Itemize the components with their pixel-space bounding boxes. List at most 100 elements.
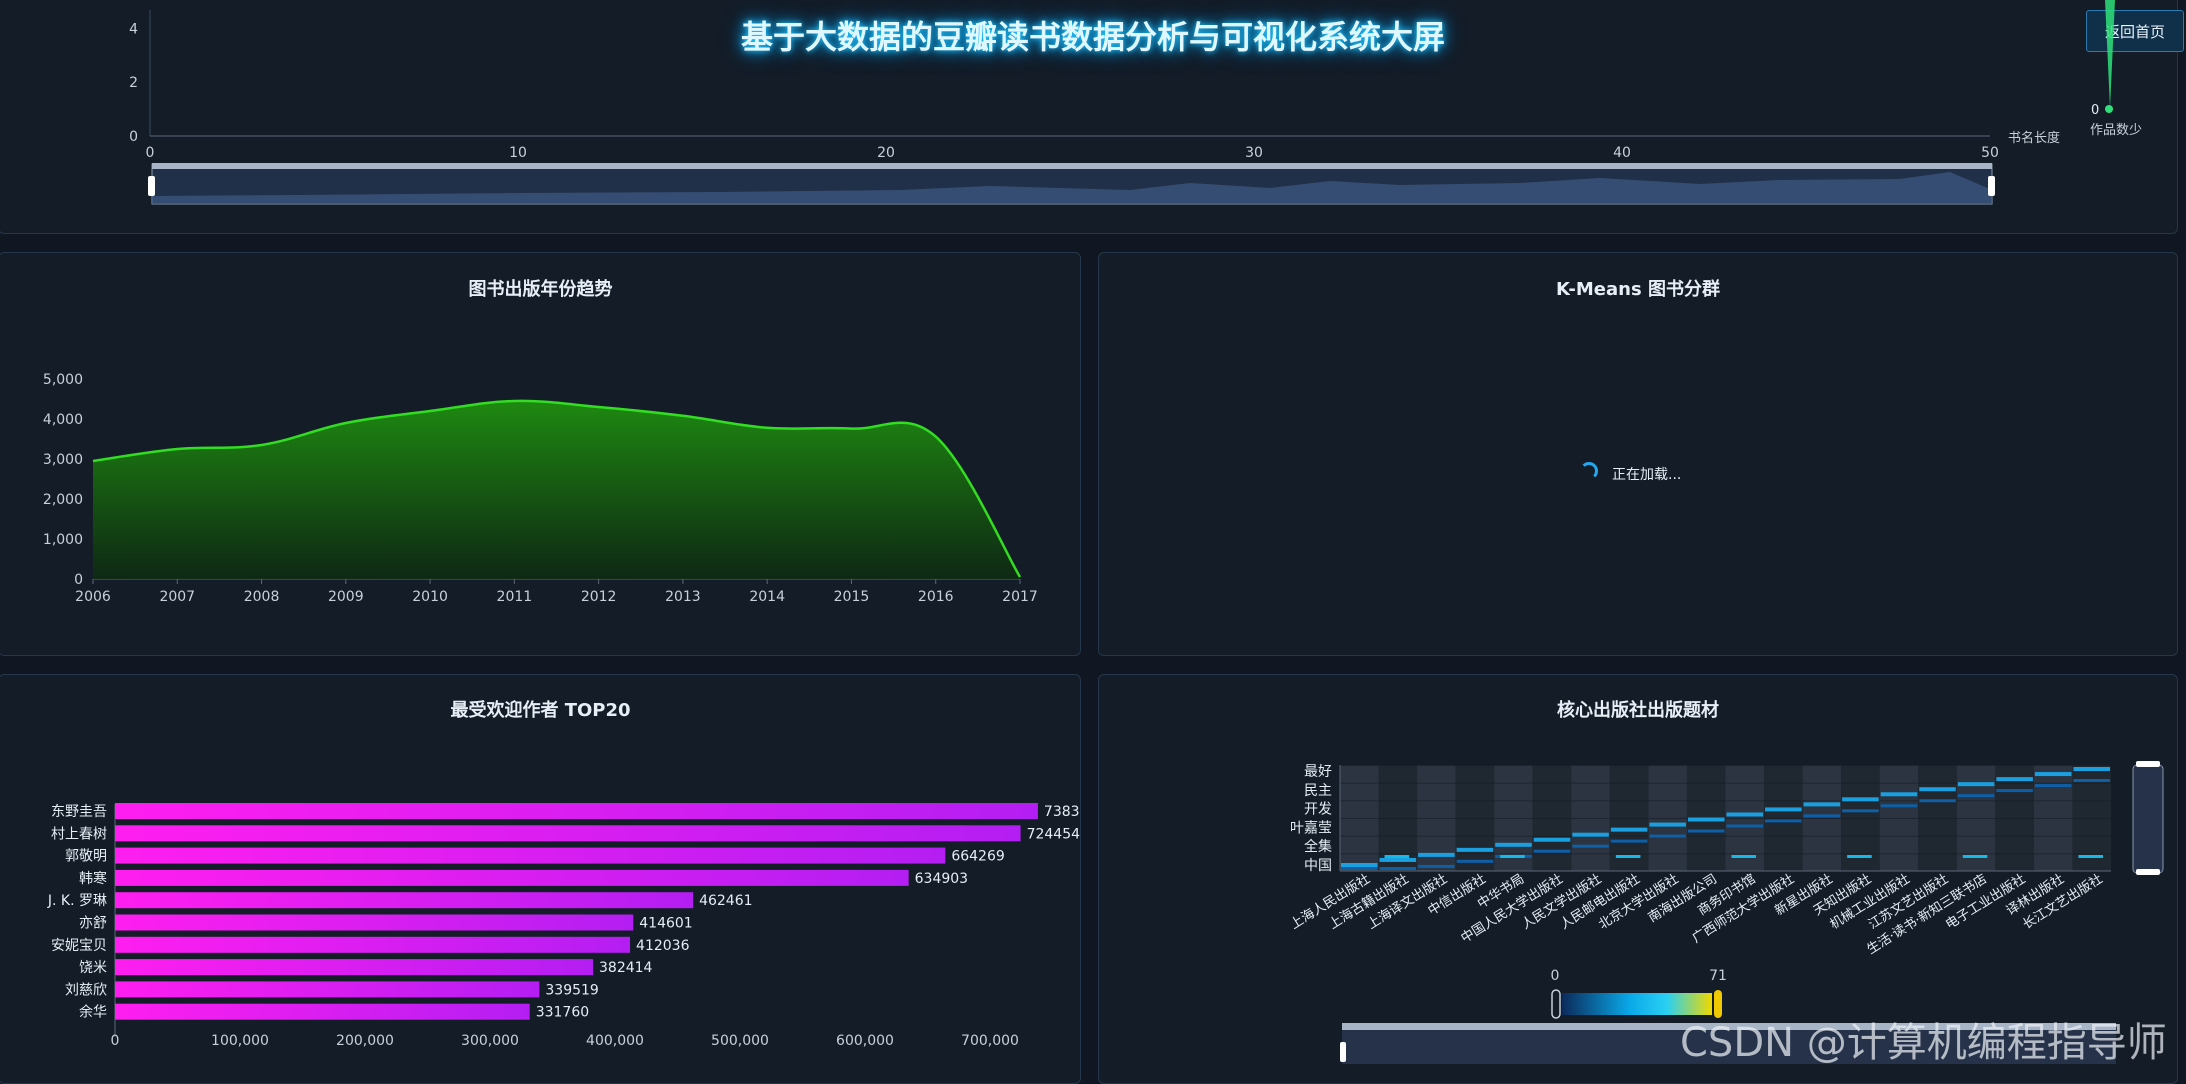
zoom-slider-left-handle bbox=[148, 176, 155, 196]
year-trend-chart: 0 1,000 2,000 3,000 4,000 5,000 2006 2007 2008 20… bbox=[43, 372, 1038, 605]
kmeans-panel bbox=[1098, 252, 2178, 656]
heat-cell bbox=[1379, 857, 1417, 862]
x-tick-label: 600,000 bbox=[836, 1033, 894, 1049]
heat-cell bbox=[1687, 829, 1725, 833]
trend-line bbox=[92, 399, 1022, 578]
heat-cell bbox=[1341, 867, 1378, 870]
year-trend-title: 图书出版年份趋势 bbox=[468, 279, 613, 300]
author-bar bbox=[115, 869, 909, 886]
heat-cell bbox=[1610, 827, 1648, 832]
heat-cell bbox=[1341, 863, 1378, 867]
heat-cell bbox=[1842, 797, 1879, 802]
trend-area bbox=[93, 400, 1020, 579]
loading-spinner-icon bbox=[1580, 462, 1598, 480]
author-bar bbox=[115, 803, 1038, 819]
heat-cell bbox=[1919, 799, 1956, 803]
x-tick-label: 500,000 bbox=[711, 1033, 769, 1049]
x-tick-label: 100,000 bbox=[211, 1033, 269, 1049]
heat-cell bbox=[1880, 804, 1918, 808]
x-tick-label: 2013 bbox=[665, 589, 701, 605]
zoom-slider-bar bbox=[152, 163, 1992, 169]
heat-cell bbox=[1726, 824, 1764, 828]
x-tick-label: 2010 bbox=[412, 589, 448, 605]
heat-cell bbox=[1379, 867, 1417, 870]
visual-map-handle-max bbox=[1714, 990, 1722, 1018]
heat-row-sep bbox=[1340, 818, 2111, 819]
author-label: 饶米 bbox=[79, 960, 107, 976]
loading-text: 正在加载... bbox=[1612, 467, 1682, 483]
visual-map-handle-min bbox=[1551, 989, 1561, 1019]
heat-y-label: 最好 bbox=[1304, 764, 1332, 780]
heat-row-sep bbox=[1340, 835, 2111, 837]
author-bar bbox=[115, 936, 631, 953]
author-value-label: 462461 bbox=[699, 893, 752, 909]
x-tick-label: 2007 bbox=[159, 589, 195, 605]
author-bar bbox=[115, 825, 1021, 842]
visual-map-min: 0 bbox=[1551, 968, 1560, 984]
y-tick-label: 4,000 bbox=[43, 412, 83, 428]
author-label: 村上春树 bbox=[51, 826, 107, 842]
x-tick-label: 2015 bbox=[834, 589, 870, 605]
zoom-slider-preview bbox=[152, 172, 1992, 204]
author-bar bbox=[115, 959, 594, 976]
heat-cell bbox=[1572, 844, 1609, 848]
heat-cell bbox=[2073, 779, 2110, 782]
heat-cell bbox=[1384, 855, 1410, 858]
heat-cell bbox=[2073, 767, 2110, 771]
author-label: 韩寒 bbox=[79, 870, 107, 887]
heat-cell bbox=[1533, 837, 1571, 842]
heat-cell bbox=[1847, 855, 1872, 858]
heat-vertical-slider-bottom-handle bbox=[2136, 869, 2160, 875]
heat-cell bbox=[2034, 784, 2072, 788]
heat-cell bbox=[2078, 855, 2103, 858]
heat-cell bbox=[1726, 812, 1764, 817]
x-tick-label: 2016 bbox=[918, 589, 954, 605]
heat-cell bbox=[1996, 789, 2033, 793]
x-tick-label: 2017 bbox=[1002, 589, 1038, 605]
y-tick-label: 5,000 bbox=[43, 372, 83, 388]
heat-cell bbox=[1803, 802, 1841, 807]
heat-cell bbox=[2034, 772, 2072, 777]
author-value-label: 664269 bbox=[951, 849, 1004, 865]
heat-cell bbox=[1765, 819, 1802, 823]
page-title: 基于大数据的豆瓣读书数据分析与可视化系统大屏 bbox=[740, 18, 1445, 56]
x-tick-label: 20 bbox=[877, 145, 895, 161]
heat-horizontal-slider-bar bbox=[1342, 1023, 2116, 1030]
author-label: 郭敬明 bbox=[65, 848, 107, 865]
x-tick-label: 700,000 bbox=[961, 1033, 1019, 1049]
y-tick-label: 4 bbox=[129, 21, 138, 37]
heat-y-label: 民主 bbox=[1304, 783, 1332, 799]
zoom-slider-right-handle bbox=[1988, 176, 1995, 196]
indicator-beam bbox=[2105, 0, 2115, 108]
heat-cell bbox=[1456, 847, 1494, 852]
author-value-label: 634903 bbox=[915, 871, 968, 887]
author-value-label: 339519 bbox=[545, 982, 598, 998]
author-label: 余华 bbox=[79, 1004, 107, 1021]
heat-y-label: 全集 bbox=[1304, 838, 1332, 855]
heat-cell bbox=[1500, 855, 1525, 858]
x-tick-label: 10 bbox=[509, 145, 527, 161]
x-tick-label: 400,000 bbox=[586, 1033, 644, 1049]
heat-cell bbox=[1803, 814, 1841, 818]
heat-cell bbox=[1687, 817, 1725, 822]
x-tick-label: 2012 bbox=[581, 589, 617, 605]
heat-vertical-slider bbox=[2132, 764, 2164, 874]
author-value-label: 331760 bbox=[536, 1005, 589, 1021]
heat-cell bbox=[1957, 782, 1995, 787]
publishers-title: 核心出版社出版题材 bbox=[1557, 700, 1719, 721]
y-tick-label: 0 bbox=[129, 129, 138, 145]
heat-cell bbox=[1572, 832, 1609, 837]
x-axis-label: 书名长度 bbox=[2008, 130, 2060, 146]
heat-row-sep bbox=[1340, 853, 2111, 855]
y-tick-label: 0 bbox=[74, 572, 83, 588]
heat-row-sep bbox=[1340, 765, 2111, 766]
indicator-dot bbox=[2105, 105, 2113, 113]
y-tick-label: 3,000 bbox=[43, 452, 83, 468]
y-axis-label: 作品数少 bbox=[2090, 123, 2142, 138]
heat-cell bbox=[1962, 855, 1988, 858]
heat-cell bbox=[1880, 792, 1918, 797]
home-button[interactable]: 返回首页 bbox=[2086, 10, 2184, 52]
heat-cell bbox=[1610, 839, 1648, 843]
author-value-label: 382414 bbox=[599, 960, 653, 976]
